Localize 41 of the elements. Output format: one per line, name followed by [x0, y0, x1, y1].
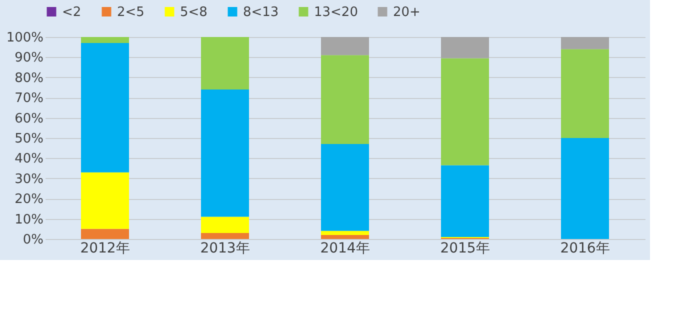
- y-tick-label: 60%: [14, 111, 44, 126]
- y-tick-label: 40%: [14, 152, 44, 167]
- x-tick-label: 2014年: [320, 240, 370, 256]
- legend-label: 13<20: [314, 4, 358, 20]
- y-tick-label: 30%: [14, 172, 44, 187]
- legend-label: <2: [62, 4, 82, 20]
- y-tick-label: 20%: [14, 192, 44, 208]
- bar: [561, 49, 609, 138]
- y-tick-label: 90%: [14, 50, 44, 66]
- bar: [441, 37, 489, 58]
- bar: [441, 165, 489, 237]
- bar: [81, 43, 129, 172]
- y-tick-label: 50%: [14, 132, 44, 146]
- bar: [321, 234, 369, 239]
- y-tick-label: 70%: [14, 91, 44, 106]
- bar: [81, 228, 129, 239]
- x-tick-label: 2012年: [80, 240, 130, 256]
- bar: [321, 55, 369, 144]
- y-tick-label: 80%: [14, 70, 44, 86]
- bar: [201, 37, 249, 90]
- bar: [321, 37, 369, 56]
- bar: [201, 232, 249, 239]
- y-tick-label: 10%: [14, 212, 44, 228]
- x-tick-label: 2013年: [200, 240, 250, 256]
- bar: [321, 230, 369, 235]
- bar: [81, 172, 129, 229]
- legend-label: 2<5: [117, 4, 144, 20]
- legend-label: 5<8: [180, 4, 208, 20]
- bar: [561, 138, 609, 239]
- x-tick-label: 2015年: [440, 240, 490, 256]
- legend-label: 8<13: [243, 4, 279, 20]
- bar: [201, 90, 249, 217]
- bar: [321, 144, 369, 231]
- y-tick-label: 0%: [22, 232, 44, 248]
- x-tick-label: 2016年: [560, 240, 610, 256]
- bar: [201, 216, 249, 233]
- bar: [81, 37, 129, 44]
- bar: [561, 37, 609, 50]
- y-tick-label: 100%: [6, 30, 44, 46]
- bar: [441, 58, 489, 166]
- legend-label: 20+: [393, 4, 420, 20]
